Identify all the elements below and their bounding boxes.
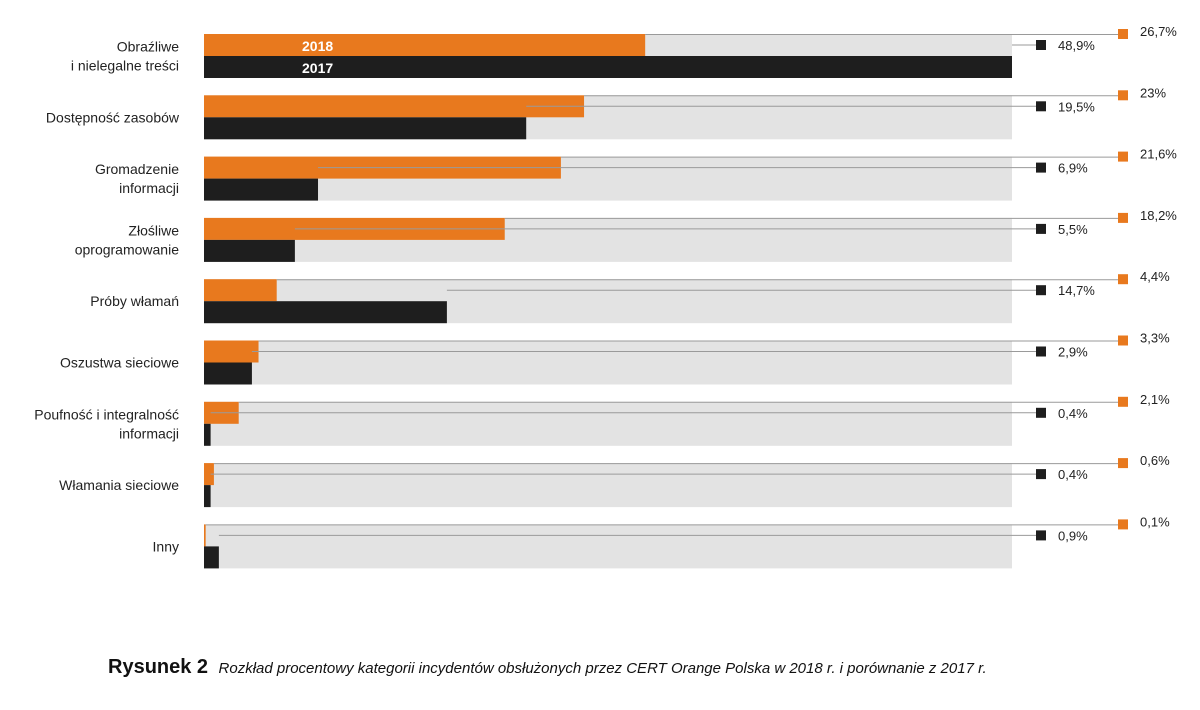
bar-2018 [204, 340, 259, 363]
marker-2017 [1036, 285, 1046, 296]
value-label-2018: 21,6% [1140, 147, 1177, 162]
category-label: Próby włamań [90, 293, 179, 309]
figure-caption: Rysunek 2 Rozkład procentowy kategorii i… [108, 656, 987, 679]
marker-2017 [1036, 223, 1046, 234]
caption-text: Rozkład procentowy kategorii incydentów … [218, 660, 987, 677]
category-label: i nielegalne treści [71, 58, 179, 74]
caption-prefix: Rysunek 2 [108, 656, 209, 678]
category-label: Obraźliwe [117, 39, 179, 55]
bar-2017 [204, 362, 252, 385]
bar-2018 [204, 95, 585, 118]
category-label: oprogramowanie [75, 241, 179, 257]
bar-track [204, 524, 1012, 569]
category-label: Oszustwa sieciowe [60, 355, 179, 371]
value-label-2018: 18,2% [1140, 208, 1177, 223]
value-label-2018: 4,4% [1140, 269, 1170, 284]
bar-2017 [204, 423, 211, 446]
value-label-2017: 2,9% [1058, 345, 1088, 360]
value-label-2017: 19,5% [1058, 99, 1095, 114]
marker-2017 [1036, 530, 1046, 541]
value-label-2018: 2,1% [1140, 392, 1170, 407]
bar-2017 [204, 485, 211, 508]
legend-2017: 2017 [302, 60, 333, 76]
category-label: Gromadzenie [95, 161, 179, 177]
category-label: informacji [119, 425, 179, 441]
bar-2018 [204, 34, 646, 56]
bar-track [204, 463, 1012, 508]
category-label: Inny [153, 538, 179, 554]
marker-2018 [1118, 458, 1128, 469]
value-label-2017: 14,7% [1058, 283, 1095, 298]
value-label-2017: 0,4% [1058, 406, 1088, 421]
bar-2018 [204, 463, 214, 486]
marker-2018 [1118, 274, 1128, 285]
bar-2017 [204, 239, 295, 262]
bar-2018 [204, 279, 277, 302]
marker-2018 [1118, 212, 1128, 223]
marker-2018 [1118, 335, 1128, 346]
marker-2017 [1036, 101, 1046, 112]
bar-2018 [204, 524, 206, 547]
value-label-2017: 0,9% [1058, 528, 1088, 543]
marker-2017 [1036, 469, 1046, 480]
marker-2017 [1036, 162, 1046, 173]
value-label-2017: 5,5% [1058, 222, 1088, 237]
category-label: Włamania sieciowe [59, 477, 179, 493]
bar-track [204, 340, 1012, 385]
value-label-2018: 26,7% [1140, 24, 1177, 39]
bar-track [204, 401, 1012, 446]
category-label: Poufność i integralność [34, 406, 179, 422]
value-label-2017: 0,4% [1058, 467, 1088, 482]
marker-2018 [1118, 90, 1128, 101]
value-label-2018: 0,1% [1140, 514, 1170, 529]
value-label-2017: 6,9% [1058, 161, 1088, 176]
value-label-2018: 23% [1140, 85, 1166, 100]
bar-2017 [204, 56, 1012, 78]
bar-2017 [204, 546, 219, 569]
marker-2018 [1118, 151, 1128, 162]
value-label-2018: 0,6% [1140, 453, 1170, 468]
bar-2017 [204, 301, 447, 324]
marker-2017 [1036, 407, 1046, 418]
category-label: Dostępność zasobów [46, 109, 180, 125]
marker-2018 [1118, 29, 1128, 39]
marker-2018 [1118, 519, 1128, 530]
marker-2017 [1036, 40, 1046, 50]
legend-2018: 2018 [302, 38, 333, 54]
bar-2017 [204, 178, 319, 201]
category-label: informacji [119, 180, 179, 196]
marker-2018 [1118, 396, 1128, 407]
value-label-2017: 48,9% [1058, 38, 1095, 53]
category-label: Złośliwe [128, 222, 179, 238]
bar-2017 [204, 117, 527, 140]
marker-2017 [1036, 346, 1046, 357]
value-label-2018: 3,3% [1140, 331, 1170, 346]
incident-category-bar-chart: 26,7% 48,9% Obraźliwe i nielegalne treści 20… [34, 24, 1177, 569]
